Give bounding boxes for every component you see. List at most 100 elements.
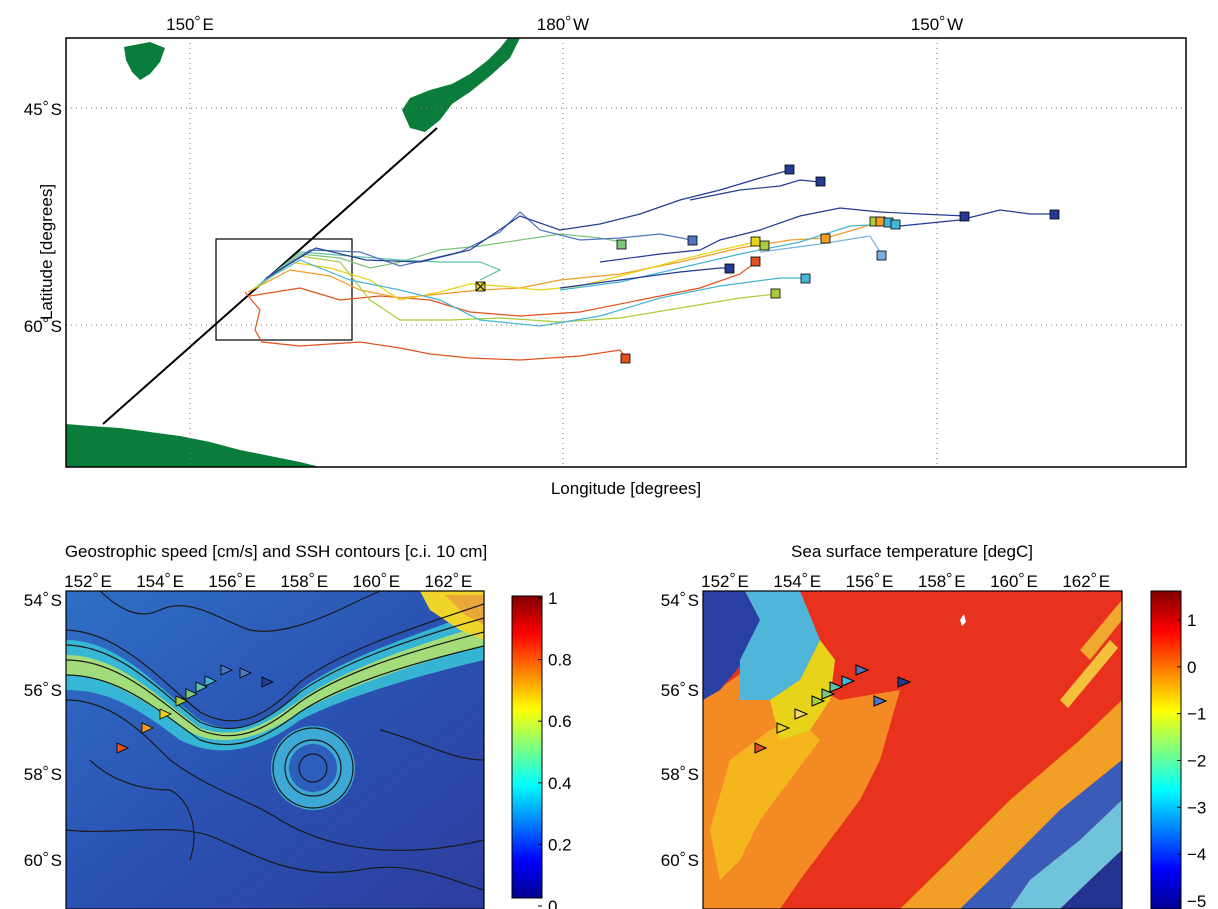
map-latitude-ticks: 45 S 60 S bbox=[24, 100, 62, 336]
degree-symbol bbox=[947, 572, 952, 578]
end-marker bbox=[1049, 209, 1060, 220]
sst-cold-band-2 bbox=[1010, 800, 1122, 909]
speed-lat-tick-suffix: S bbox=[51, 681, 62, 700]
speed-lat-tick: 58 S bbox=[24, 765, 62, 784]
sst-colorbar-tick: 1 bbox=[1187, 611, 1196, 630]
speed-lat-tick: 54 S bbox=[24, 591, 62, 610]
degree-symbol bbox=[309, 572, 314, 578]
ssh-contours bbox=[66, 591, 484, 891]
degree-symbol bbox=[165, 572, 170, 578]
speed-lat-tick-value: 56 bbox=[24, 681, 43, 700]
sst-front-warm bbox=[900, 700, 1122, 909]
float-marker bbox=[261, 676, 274, 688]
sst-lat-tick-suffix: S bbox=[688, 851, 699, 870]
end-marker bbox=[815, 176, 826, 187]
degree-symbol bbox=[453, 572, 459, 578]
float-marker bbox=[855, 664, 870, 676]
sst-lat-tick-value: 56 bbox=[661, 681, 680, 700]
trajectory-deepblue bbox=[265, 169, 791, 279]
map-lon-tick: 150 E bbox=[166, 15, 214, 34]
sst-lon-tick-value: 158 bbox=[918, 572, 946, 591]
end-marker bbox=[687, 235, 698, 246]
float-marker bbox=[195, 681, 208, 693]
trajectory-deepblue-3 bbox=[689, 179, 821, 201]
degree-symbol bbox=[43, 765, 48, 771]
map-lon-tick-value: 150 bbox=[166, 15, 194, 34]
sst-lat-tick: 54 S bbox=[661, 591, 699, 610]
sst-lat-tick-suffix: S bbox=[688, 765, 699, 784]
sst-colorbar-tick: −3 bbox=[1187, 798, 1206, 817]
end-marker bbox=[959, 211, 970, 222]
speed-lon-tick-suffix: E bbox=[173, 572, 184, 591]
map-lon-tick-suffix: E bbox=[203, 15, 214, 34]
end-marker bbox=[759, 240, 770, 251]
trajectory-map: 150 E 180 W 150 W 45 S60 S Longitude [degrees] … bbox=[24, 15, 1187, 498]
trajectory-deepblue-2 bbox=[599, 207, 967, 263]
map-y-axis-label: Latitude [degrees] bbox=[37, 184, 56, 320]
speed-lon-tick-value: 152 bbox=[64, 572, 92, 591]
sst-colorbar-tick: −5 bbox=[1187, 892, 1206, 909]
land-tasmania bbox=[124, 42, 165, 80]
speed-lat-tick-suffix: S bbox=[51, 765, 62, 784]
sst-lon-tick-suffix: E bbox=[810, 572, 821, 591]
sst-lat-tick: 56 S bbox=[661, 681, 699, 700]
map-lat-tick-value: 45 bbox=[24, 100, 43, 119]
sst-lat-tick-suffix: S bbox=[688, 591, 699, 610]
float-marker bbox=[776, 722, 791, 734]
trajectory-end-markers bbox=[475, 164, 1060, 364]
map-lon-tick-suffix: W bbox=[947, 15, 963, 34]
sst-lon-tick-suffix: E bbox=[1026, 572, 1037, 591]
end-marker bbox=[876, 250, 887, 261]
sst-cool-band bbox=[740, 591, 820, 700]
speed-colorbar bbox=[511, 595, 543, 899]
map-lon-tick: 180 W bbox=[537, 15, 589, 34]
float-marker bbox=[829, 681, 844, 693]
speed-longitude-ticks: 152 E 154 E 156 E 158 E 160 E 162 E bbox=[64, 572, 472, 591]
speed-colorbar-tick: 0.6 bbox=[548, 712, 572, 731]
map-lat-tick-suffix: S bbox=[51, 317, 62, 336]
sst-cold-band bbox=[960, 760, 1122, 909]
trajectory-blue bbox=[263, 211, 693, 281]
float-marker bbox=[220, 664, 233, 676]
degree-symbol bbox=[939, 15, 945, 21]
end-marker bbox=[890, 219, 901, 230]
end-marker bbox=[620, 353, 631, 364]
sst-colorbar-tick: −2 bbox=[1187, 752, 1206, 771]
end-marker bbox=[820, 233, 831, 244]
study-region-box bbox=[215, 238, 353, 341]
degree-symbol bbox=[43, 317, 48, 323]
speed-lat-tick-value: 54 bbox=[24, 591, 43, 610]
degree-symbol bbox=[237, 572, 242, 578]
sst-streak bbox=[1080, 600, 1122, 660]
map-lon-tick: 150 W bbox=[911, 15, 963, 34]
speed-colorbar-tick: 0.2 bbox=[548, 835, 572, 854]
sst-panel: Sea surface temperature [degC] bbox=[661, 542, 1206, 909]
degree-symbol bbox=[680, 851, 685, 857]
degree-symbol bbox=[565, 15, 571, 21]
float-marker bbox=[794, 708, 809, 720]
float-marker bbox=[239, 667, 252, 679]
map-lat-tick: 60 S bbox=[24, 317, 62, 336]
sst-lon-tick: 158 E bbox=[918, 572, 966, 591]
speed-lat-tick-suffix: S bbox=[51, 591, 62, 610]
speed-lon-tick: 156 E bbox=[208, 572, 256, 591]
speed-colorbar-tick: 0 bbox=[548, 897, 557, 909]
float-marker bbox=[204, 675, 217, 687]
sst-lat-tick-suffix: S bbox=[688, 681, 699, 700]
float-marker bbox=[897, 676, 912, 688]
degree-symbol bbox=[874, 572, 880, 578]
map-frame-fill bbox=[66, 38, 1186, 467]
degree-symbol bbox=[680, 591, 685, 597]
speed-eddy-core bbox=[289, 744, 337, 792]
speed-colorbar-ticks: 1 0.8 0.6 0.4 0.2 0 bbox=[538, 589, 572, 909]
sst-lon-tick: 162 E bbox=[1062, 572, 1110, 591]
sst-cold-southeast bbox=[1060, 850, 1122, 909]
speed-lat-tick: 60 S bbox=[24, 851, 62, 870]
sst-lon-tick-value: 156 bbox=[846, 572, 874, 591]
end-marker bbox=[770, 288, 781, 299]
sst-lat-tick-value: 60 bbox=[661, 851, 680, 870]
end-marker bbox=[784, 164, 795, 175]
sst-colorbar bbox=[1150, 590, 1182, 909]
degree-symbol bbox=[730, 572, 735, 578]
